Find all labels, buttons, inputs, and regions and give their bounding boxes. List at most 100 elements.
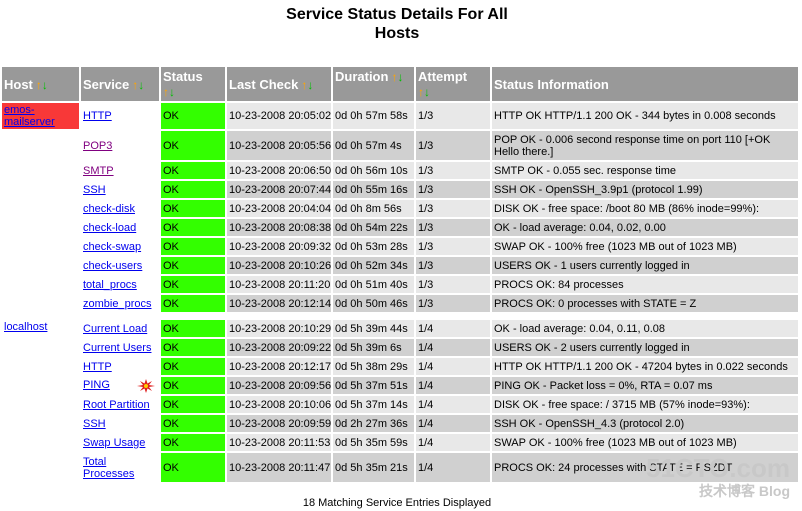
sort-ascending-icon[interactable]: ↑ xyxy=(391,70,398,84)
column-header-label: Duration xyxy=(335,69,389,84)
service-link[interactable]: Root Partition xyxy=(83,398,150,411)
status-badge: OK xyxy=(161,162,225,179)
service-link[interactable]: PING xyxy=(83,378,110,391)
service-link[interactable]: Current Load xyxy=(83,322,148,335)
sort-ascending-icon[interactable]: ↑ xyxy=(301,77,308,92)
service-cell: Current Users xyxy=(81,339,159,356)
service-link[interactable]: HTTP xyxy=(83,110,112,122)
info-cell: POP OK - 0.006 second response time on p… xyxy=(492,131,798,160)
attempt-cell: 1/4 xyxy=(416,453,490,482)
attempt-cell: 1/3 xyxy=(416,103,490,129)
info-cell: USERS OK - 1 users currently logged in xyxy=(492,257,798,274)
table-row: zombie_procs OK 10-23-2008 20:12:14 0d 0h 5… xyxy=(2,295,798,312)
service-cell: Root Partition xyxy=(81,396,159,413)
status-badge: OK xyxy=(161,320,225,337)
duration-cell: 0d 2h 27m 36s xyxy=(333,415,414,432)
sort-ascending-icon[interactable]: ↑ xyxy=(163,85,169,99)
service-status-table: Host ↑↓ Service ↑↓ Status ↑↓ Last Check ↑↓ Durat… xyxy=(0,65,800,484)
sort-descending-icon[interactable]: ↓ xyxy=(397,70,404,84)
watermark-line2: 技术博客 xyxy=(699,483,755,499)
sort-ascending-icon[interactable]: ↑ xyxy=(35,77,42,92)
attempt-cell: 1/4 xyxy=(416,434,490,451)
host-cell-empty xyxy=(2,377,79,394)
table-header-row: Host ↑↓ Service ↑↓ Status ↑↓ Last Check ↑↓ Durat… xyxy=(2,67,798,101)
duration-cell: 0d 5h 35m 21s xyxy=(333,453,414,482)
service-link[interactable]: HTTP xyxy=(83,360,112,373)
service-cell: check-load xyxy=(81,219,159,236)
service-cell: check-users xyxy=(81,257,159,274)
info-cell: SWAP OK - 100% free (1023 MB out of 1023… xyxy=(492,434,798,451)
table-row: SSH OK 10-23-2008 20:09:59 0d 2h 27m 36s 1/4… xyxy=(2,415,798,432)
service-link[interactable]: SSH xyxy=(83,417,106,430)
host-cell-empty xyxy=(2,415,79,432)
status-badge: OK xyxy=(161,103,225,129)
column-header-host: Host ↑↓ xyxy=(2,67,79,101)
host-link[interactable]: emos-mailserver xyxy=(4,104,55,128)
host-cell-empty xyxy=(2,396,79,413)
sort-descending-icon[interactable]: ↓ xyxy=(138,77,145,92)
sort-ascending-icon[interactable]: ↑ xyxy=(132,77,139,92)
table-row: Current Users OK 10-23-2008 20:09:22 0d 5h … xyxy=(2,339,798,356)
sort-ascending-icon[interactable]: ↑ xyxy=(418,85,424,99)
service-link[interactable]: check-load xyxy=(83,221,137,234)
service-cell: POP3 xyxy=(81,131,159,160)
attempt-cell: 1/3 xyxy=(416,295,490,312)
attempt-cell: 1/3 xyxy=(416,238,490,255)
service-link[interactable]: total_procs xyxy=(83,278,137,291)
attempt-cell: 1/3 xyxy=(416,219,490,236)
info-cell: HTTP OK HTTP/1.1 200 OK - 344 bytes in 0… xyxy=(492,103,798,129)
service-link[interactable]: POP3 xyxy=(83,139,113,152)
host-cell-empty xyxy=(2,358,79,375)
attempt-cell: 1/4 xyxy=(416,415,490,432)
host-cell: emos-mailserver xyxy=(2,103,79,129)
duration-cell: 0d 5h 39m 6s xyxy=(333,339,414,356)
host-cell-empty xyxy=(2,131,79,160)
page-title-line1: Service Status Details For All xyxy=(286,6,508,23)
duration-cell: 0d 5h 37m 14s xyxy=(333,396,414,413)
table-row: POP3 OK 10-23-2008 20:05:56 0d 0h 57m 4s 1/3… xyxy=(2,131,798,160)
duration-cell: 0d 0h 57m 58s xyxy=(333,103,414,129)
service-link[interactable]: check-swap xyxy=(83,240,142,253)
last-check-cell: 10-23-2008 20:09:56 xyxy=(227,377,331,394)
table-row: check-swap OK 10-23-2008 20:09:32 0d 0h 53m… xyxy=(2,238,798,255)
last-check-cell: 10-23-2008 20:10:06 xyxy=(227,396,331,413)
status-badge: OK xyxy=(161,200,225,217)
attempt-cell: 1/4 xyxy=(416,396,490,413)
status-badge: OK xyxy=(161,131,225,160)
info-cell: PROCS OK: 0 processes with STATE = Z xyxy=(492,295,798,312)
info-cell: DISK OK - free space: /boot 80 MB (86% i… xyxy=(492,200,798,217)
service-link[interactable]: check-users xyxy=(83,259,143,272)
host-link[interactable]: localhost xyxy=(4,321,48,333)
table-row: SSH OK 10-23-2008 20:07:44 0d 0h 55m 16s 1/3… xyxy=(2,181,798,198)
service-link[interactable]: check-disk xyxy=(83,202,135,215)
last-check-cell: 10-23-2008 20:04:04 xyxy=(227,200,331,217)
sort-descending-icon[interactable]: ↓ xyxy=(169,85,175,99)
sort-descending-icon[interactable]: ↓ xyxy=(41,77,48,92)
last-check-cell: 10-23-2008 20:10:26 xyxy=(227,257,331,274)
info-cell: SSH OK - OpenSSH_4.3 (protocol 2.0) xyxy=(492,415,798,432)
column-header-service: Service ↑↓ xyxy=(81,67,159,101)
attempt-cell: 1/3 xyxy=(416,276,490,293)
column-header-label: Status Information xyxy=(494,76,609,92)
table-row: HTTP OK 10-23-2008 20:12:17 0d 5h 38m 29s 1/… xyxy=(2,358,798,375)
sort-descending-icon[interactable]: ↓ xyxy=(424,85,430,99)
last-check-cell: 10-23-2008 20:09:59 xyxy=(227,415,331,432)
service-cell: SMTP xyxy=(81,162,159,179)
table-row: check-disk OK 10-23-2008 20:04:04 0d 0h 8m … xyxy=(2,200,798,217)
info-cell: PING OK - Packet loss = 0%, RTA = 0.07 m… xyxy=(492,377,798,394)
table-row: Root Partition OK 10-23-2008 20:10:06 0d 5h… xyxy=(2,396,798,413)
flapping-burst-icon[interactable] xyxy=(137,378,155,393)
last-check-cell: 10-23-2008 20:11:20 xyxy=(227,276,331,293)
service-link[interactable]: Current Users xyxy=(83,341,152,354)
sort-descending-icon[interactable]: ↓ xyxy=(307,77,314,92)
service-link[interactable]: zombie_procs xyxy=(83,297,152,310)
service-link[interactable]: SMTP xyxy=(83,164,114,177)
service-link[interactable]: Swap Usage xyxy=(83,436,146,449)
info-cell: OK - load average: 0.04, 0.02, 0.00 xyxy=(492,219,798,236)
service-link[interactable]: SSH xyxy=(83,183,106,196)
service-cell: HTTP xyxy=(81,358,159,375)
table-row: Total Processes OK 10-23-2008 20:11:47 0d 5… xyxy=(2,453,798,482)
info-cell: OK - load average: 0.04, 0.11, 0.08 xyxy=(492,320,798,337)
host-cell-empty xyxy=(2,434,79,451)
service-link[interactable]: Total Processes xyxy=(83,455,135,480)
